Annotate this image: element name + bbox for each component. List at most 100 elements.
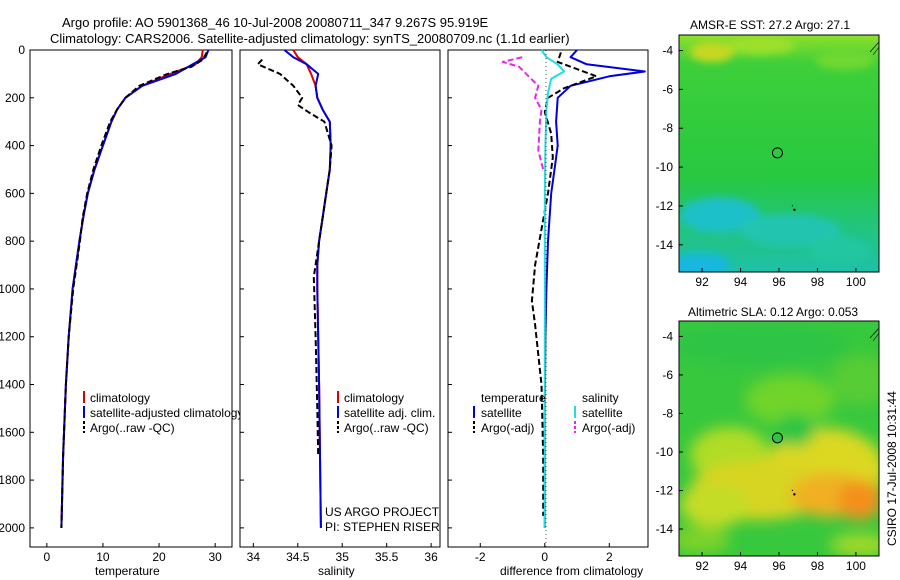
legend-heading-salinity: salinity: [582, 391, 619, 405]
difference-panel: -2 0 2 difference from climatology tempera…: [447, 49, 649, 578]
sst-map-markers: [771, 147, 796, 212]
difference-axes-frame: [447, 49, 649, 548]
y-tick-label: -14: [656, 522, 674, 536]
project-annotation: US ARGO PROJECT: [325, 505, 440, 519]
temperature-panel: 0 10 20 30 0 200 400 600 800 1000 1200 1400 1600 1800…: [0, 43, 243, 578]
x-tick-label: 10: [96, 550, 110, 564]
y-tick-label: -12: [656, 484, 674, 498]
x-tick-label: 100: [846, 275, 866, 289]
x-tick-label: 94: [734, 275, 748, 289]
x-tick-label: 92: [695, 559, 709, 573]
y-tick-label: 0: [18, 43, 25, 57]
x-tick-label: 96: [772, 559, 786, 573]
x-tick-label: -2: [475, 550, 486, 564]
y-tick-label: 800: [5, 234, 25, 248]
y-tick-label: 1600: [0, 425, 25, 439]
difference-xlabel: difference from climatology: [500, 564, 643, 578]
temperature-xlabel: temperature: [95, 564, 160, 578]
y-tick-label: 1000: [0, 282, 25, 296]
sst-map-title: AMSR-E SST: 27.2 Argo: 27.1: [690, 18, 850, 32]
sla-map-title: Altimetric SLA: 0.12 Argo: 0.053: [688, 305, 858, 319]
difference-legend: temperature satellite Argo(-adj) salinit…: [473, 391, 635, 435]
y-tick-label: 1200: [0, 330, 25, 344]
title-line-1: Argo profile: AO 5901368_46 10-Jul-2008 …: [62, 15, 489, 30]
y-tick-label: 1800: [0, 473, 25, 487]
x-tick-label: 98: [811, 275, 825, 289]
salinity-series: [256, 49, 333, 528]
legend-label-sal-satellite: satellite: [582, 406, 623, 420]
pi-annotation: PI: STEPHEN RISER: [325, 520, 440, 534]
difference-series: [501, 49, 646, 528]
sst-heatmap-field: [679, 35, 879, 272]
series-line-salinity-argo-adj: [501, 56, 545, 170]
sst-map-panel: AMSR-E SST: 27.2 Argo: 27.1 92 94 96 98 100 -…: [656, 18, 880, 289]
legend-label-climatology: climatology: [90, 391, 150, 405]
series-line-satellite-adj-clim: [283, 49, 332, 528]
x-tick-label: 35: [336, 550, 350, 564]
x-tick-label: 30: [208, 550, 222, 564]
y-tick-label: -8: [662, 121, 673, 135]
track-point: [791, 205, 793, 207]
title-line-2: Climatology: CARS2006. Satellite-adjuste…: [50, 31, 570, 46]
salinity-legend: climatology satellite adj. clim. Argo(..…: [337, 391, 435, 435]
x-tick-label: 35.5: [375, 550, 399, 564]
series-line-salinity-satellite: [540, 49, 566, 528]
x-tick-label: 98: [811, 559, 825, 573]
y-tick-label: -6: [662, 368, 673, 382]
sla-map-markers: [771, 432, 796, 496]
sst-map-ticks: 92 94 96 98 100 -4 -6 -8 -10 -12 -14: [656, 44, 867, 289]
salinity-panel: 34 34.5 35 35.5 36 salinity climatology sate…: [239, 49, 441, 578]
series-line-argo-raw-qc: [256, 58, 333, 457]
creation-stamp: CSIRO 17-Jul-2008 10:31:44: [885, 391, 899, 546]
y-tick-label: -4: [662, 329, 673, 343]
legend-label-climatology: climatology: [344, 391, 404, 405]
track-point: [793, 208, 796, 212]
temperature-series: [60, 49, 210, 528]
y-tick-label: 2000: [0, 521, 25, 535]
y-tick-label: -8: [662, 406, 673, 420]
x-tick-label: 34: [247, 550, 261, 564]
sla-map-panel: Altimetric SLA: 0.12 Argo: 0.053 92 94 96 9…: [656, 305, 880, 573]
sst-coastline: [869, 41, 880, 56]
x-tick-label: 36: [424, 550, 438, 564]
sla-map-ticks: 92 94 96 98 100 -4 -6 -8 -10 -12 -14: [656, 329, 867, 573]
argo-float-marker: [771, 147, 783, 159]
y-tick-label: 200: [5, 91, 25, 105]
temperature-legend: climatology satellite-adjusted climatolo…: [83, 391, 243, 435]
legend-label-sal-argo: Argo(-adj): [582, 421, 635, 435]
x-tick-label: 0: [541, 550, 548, 564]
legend-label-argo: Argo(..raw -QC): [90, 421, 175, 435]
legend-heading-temperature: temperature: [481, 391, 546, 405]
temperature-ticks: 0 10 20 30 0 200 400 600 800 1000 1200 1400 1600 1800…: [0, 43, 222, 564]
track-point: [793, 493, 796, 496]
x-tick-label: 2: [606, 550, 613, 564]
track-point: [791, 489, 793, 491]
difference-ticks: -2 0 2: [448, 49, 613, 564]
x-tick-label: 100: [846, 559, 866, 573]
salinity-axes-frame: [239, 49, 441, 548]
x-tick-label: 34.5: [286, 550, 310, 564]
y-tick-label: -10: [656, 445, 674, 459]
series-line-temperature-argo-adj: [530, 52, 598, 516]
legend-label-temp-argo: Argo(-adj): [481, 421, 534, 435]
x-tick-label: 0: [43, 550, 50, 564]
x-tick-label: 94: [734, 559, 748, 573]
y-tick-label: -10: [656, 160, 674, 174]
x-tick-label: 96: [772, 275, 786, 289]
y-tick-label: -14: [656, 238, 674, 252]
argo-float-marker: [771, 432, 783, 444]
y-tick-label: -6: [662, 82, 673, 96]
legend-label-argo: Argo(..raw -QC): [344, 421, 429, 435]
y-tick-label: -4: [662, 44, 673, 58]
x-tick-label: 20: [152, 550, 166, 564]
series-line-argo-raw-qc: [60, 51, 208, 528]
salinity-xlabel: salinity: [318, 564, 355, 578]
legend-label-satellite: satellite adj. clim.: [344, 406, 435, 420]
x-tick-label: 92: [695, 275, 709, 289]
salinity-ticks: 34 34.5 35 35.5 36: [240, 49, 438, 564]
legend-label-satellite: satellite-adjusted climatology: [90, 406, 243, 420]
y-tick-label: -12: [656, 199, 674, 213]
temperature-axes-frame: [29, 49, 233, 548]
y-tick-label: 400: [5, 139, 25, 153]
